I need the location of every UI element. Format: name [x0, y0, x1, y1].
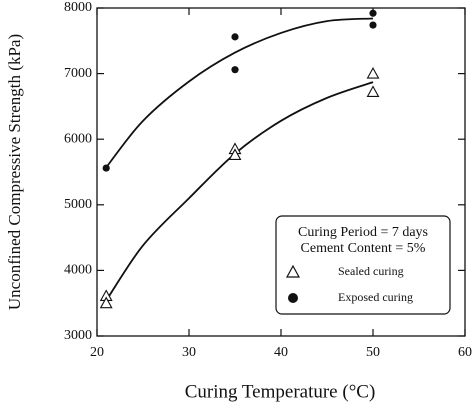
x-tick-label: 60: [458, 345, 472, 360]
x-axis-label: Curing Temperature (°C): [185, 381, 376, 402]
data-point: [102, 164, 110, 172]
annotation: Cement Content = 5%: [301, 241, 426, 256]
data-point: [366, 66, 380, 79]
x-tick-label: 50: [366, 345, 380, 360]
x-tick-label: 20: [90, 345, 104, 360]
y-tick-label: 8000: [64, 0, 92, 15]
y-tick-label: 3000: [64, 328, 92, 343]
data-point: [99, 296, 113, 309]
x-tick-label: 40: [274, 345, 288, 360]
annotation: Curing Period = 7 days: [298, 225, 428, 240]
legend-box: [275, 215, 451, 315]
y-tick-label: 5000: [64, 197, 92, 212]
y-tick-label: 6000: [64, 131, 92, 146]
legend-label: Exposed curing: [338, 290, 413, 304]
data-point: [369, 21, 377, 29]
data-point: [366, 85, 380, 98]
y-axis-label: Unconfined Compressive Strength (kPa): [5, 34, 24, 310]
data-point: [369, 9, 377, 17]
legend-label: Sealed curing: [338, 264, 404, 278]
data-point: [231, 66, 239, 74]
data-point: [231, 33, 239, 41]
legend-marker: [288, 293, 298, 303]
y-tick-label: 7000: [64, 66, 92, 81]
data-point: [228, 148, 242, 160]
legend-marker: [285, 264, 301, 278]
fit-curve: [105, 17, 374, 168]
y-tick-label: 4000: [64, 263, 92, 278]
x-tick-label: 30: [182, 345, 196, 360]
